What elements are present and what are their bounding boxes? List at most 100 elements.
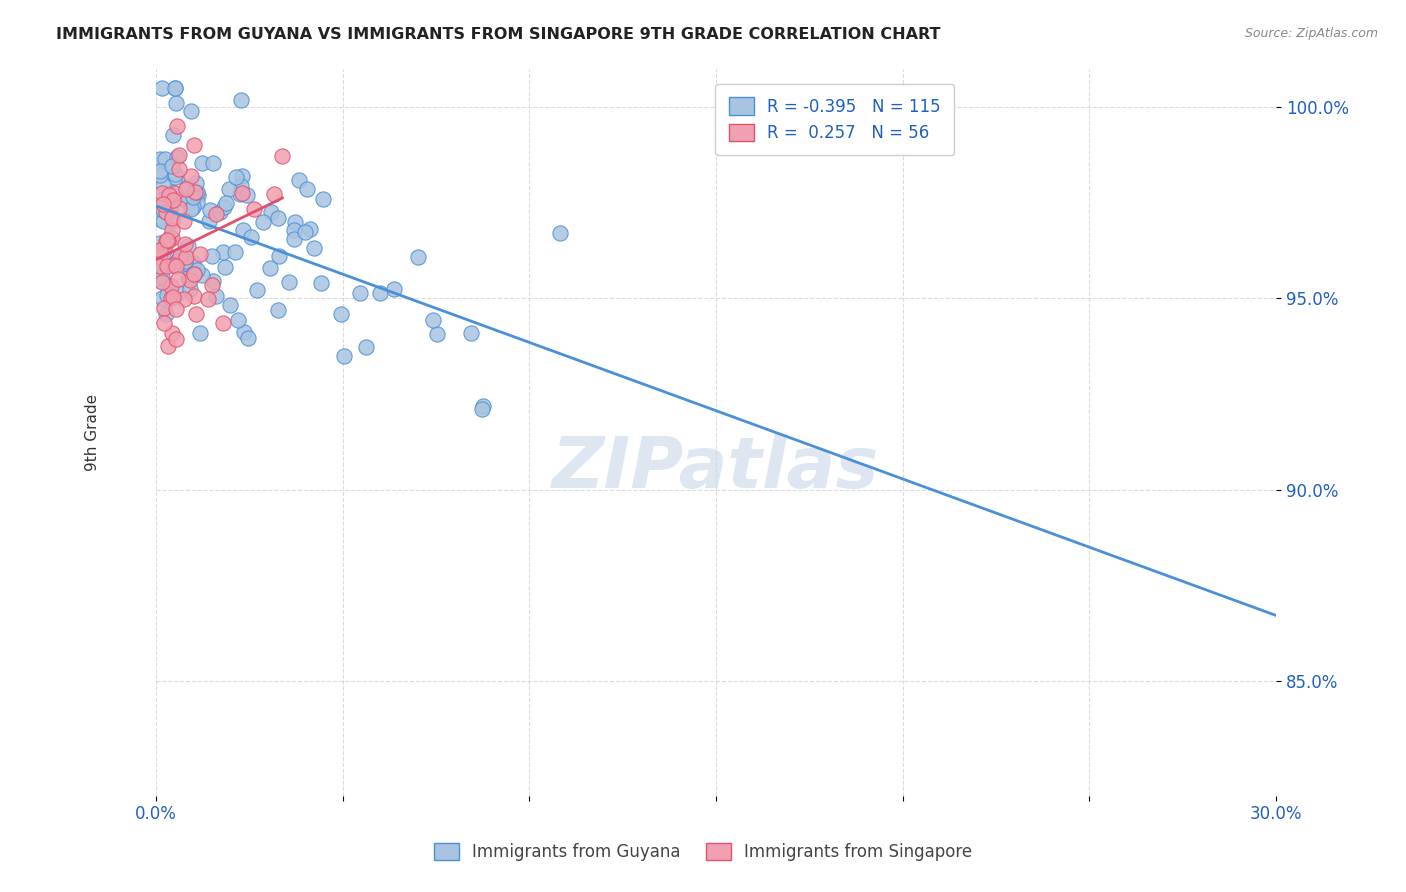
Point [231,169,253,184]
Point [368,285,391,300]
Point [150,200,173,214]
Point [186,263,208,277]
Point [174,182,197,196]
Point [302,241,325,255]
Point [426,326,449,341]
Point [188,247,211,261]
Point [149,243,172,257]
Point [294,225,316,239]
Point [156,234,179,248]
Point [184,186,207,200]
Point [349,286,371,301]
Point [180,169,202,184]
Point [165,332,187,346]
Point [152,202,174,217]
Point [295,182,318,196]
Point [162,231,184,245]
Point [180,104,202,119]
Point [149,152,172,166]
Point [159,201,181,215]
Point [179,273,201,287]
Point [166,120,188,134]
Point [228,312,250,326]
Point [183,201,205,215]
Point [149,211,172,226]
Point [238,331,260,345]
Point [252,215,274,229]
Point [159,230,181,244]
Point [354,340,377,354]
Point [160,186,183,200]
Point [550,226,572,240]
Point [174,256,197,270]
Point [156,287,179,301]
Point [162,193,184,207]
Point [166,254,188,268]
Point [332,349,354,363]
Point [406,250,429,264]
Point [163,80,186,95]
Point [184,307,207,321]
Point [150,291,173,305]
Point [183,137,205,152]
Point [166,151,188,165]
Point [183,288,205,302]
Point [215,195,238,210]
Point [165,186,187,200]
Point [152,301,174,315]
Point [211,316,233,330]
Point [181,190,204,204]
Point [149,268,172,283]
Point [229,179,252,194]
Y-axis label: 9th Grade: 9th Grade [86,393,100,471]
Text: Source: ZipAtlas.com: Source: ZipAtlas.com [1244,27,1378,40]
Point [225,170,247,185]
Point [271,149,294,163]
Point [176,194,198,208]
Point [165,301,187,316]
Point [288,172,311,186]
Point [471,399,494,413]
Text: IMMIGRANTS FROM GUYANA VS IMMIGRANTS FROM SINGAPORE 9TH GRADE CORRELATION CHART: IMMIGRANTS FROM GUYANA VS IMMIGRANTS FRO… [56,27,941,42]
Point [155,276,177,290]
Point [169,148,191,162]
Point [174,237,197,252]
Point [166,272,188,286]
Point [156,186,179,201]
Point [177,239,200,253]
Point [184,177,207,191]
Point [156,259,179,273]
Point [160,279,183,293]
Point [152,178,174,193]
Point [173,213,195,227]
Point [460,326,482,340]
Point [214,260,236,274]
Point [179,268,201,282]
Point [228,187,250,202]
Point [156,234,179,248]
Point [183,267,205,281]
Point [157,188,180,202]
Point [201,248,224,262]
Point [174,251,197,265]
Point [149,250,172,264]
Point [149,193,172,207]
Point [157,339,180,353]
Point [205,207,228,221]
Point [246,283,269,297]
Point [153,316,176,330]
Point [165,259,187,273]
Point [197,293,219,307]
Point [159,291,181,305]
Point [267,249,290,263]
Point [173,192,195,206]
Point [150,269,173,284]
Point [311,192,333,206]
Point [167,286,190,301]
Point [155,205,177,219]
Point [150,80,173,95]
Point [186,194,208,209]
Point [149,259,172,273]
Point [259,261,281,276]
Point [162,223,184,237]
